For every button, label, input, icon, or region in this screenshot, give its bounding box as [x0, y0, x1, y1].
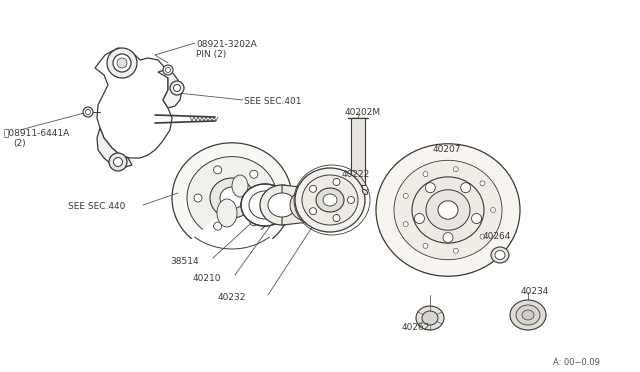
Ellipse shape	[295, 168, 365, 232]
Text: (2): (2)	[13, 139, 26, 148]
Ellipse shape	[426, 190, 470, 230]
Text: 40232: 40232	[218, 293, 246, 302]
Ellipse shape	[210, 178, 254, 218]
Text: 40234: 40234	[521, 287, 549, 296]
Circle shape	[423, 243, 428, 248]
Ellipse shape	[217, 199, 237, 227]
Circle shape	[117, 58, 127, 68]
Circle shape	[250, 218, 258, 226]
Ellipse shape	[299, 196, 321, 214]
Circle shape	[461, 183, 470, 193]
Circle shape	[113, 54, 131, 72]
Circle shape	[166, 67, 170, 73]
Circle shape	[453, 248, 458, 253]
Circle shape	[194, 194, 202, 202]
Ellipse shape	[394, 160, 502, 260]
Ellipse shape	[290, 188, 330, 222]
Circle shape	[173, 84, 180, 92]
Circle shape	[250, 170, 258, 178]
Text: 40202M: 40202M	[345, 108, 381, 117]
Circle shape	[453, 167, 458, 172]
Circle shape	[86, 109, 90, 115]
Ellipse shape	[376, 144, 520, 276]
Circle shape	[403, 193, 408, 198]
Circle shape	[423, 171, 428, 177]
Ellipse shape	[362, 189, 367, 195]
Ellipse shape	[422, 311, 438, 325]
Text: 08921-3202A: 08921-3202A	[196, 40, 257, 49]
Circle shape	[107, 48, 137, 78]
Text: 38514: 38514	[170, 257, 198, 266]
Circle shape	[403, 222, 408, 227]
Circle shape	[490, 208, 495, 212]
Ellipse shape	[516, 305, 540, 325]
Circle shape	[310, 208, 317, 215]
Ellipse shape	[510, 300, 546, 330]
Ellipse shape	[241, 184, 289, 226]
Circle shape	[109, 153, 127, 171]
Ellipse shape	[495, 250, 505, 260]
Ellipse shape	[172, 143, 292, 253]
Circle shape	[333, 179, 340, 185]
Text: SEE SEC.401: SEE SEC.401	[244, 97, 301, 106]
Circle shape	[170, 81, 184, 95]
Circle shape	[443, 232, 453, 243]
Text: 40222: 40222	[342, 170, 371, 179]
Ellipse shape	[491, 247, 509, 263]
Polygon shape	[282, 185, 310, 225]
Text: 40207: 40207	[433, 145, 461, 154]
Ellipse shape	[268, 193, 296, 217]
Polygon shape	[97, 128, 132, 168]
Ellipse shape	[522, 310, 534, 320]
Text: 40262: 40262	[402, 323, 430, 332]
Circle shape	[310, 185, 317, 192]
Text: 40210: 40210	[193, 274, 221, 283]
Circle shape	[113, 157, 122, 167]
Wedge shape	[184, 206, 280, 268]
Ellipse shape	[323, 194, 337, 206]
Ellipse shape	[187, 157, 277, 240]
Ellipse shape	[416, 306, 444, 330]
Circle shape	[480, 181, 485, 186]
Text: 40264: 40264	[483, 232, 511, 241]
Ellipse shape	[220, 187, 244, 209]
Circle shape	[83, 107, 93, 117]
Ellipse shape	[249, 191, 281, 219]
Circle shape	[426, 183, 435, 193]
Text: PIN (2): PIN (2)	[196, 50, 227, 59]
Text: A: 00−0.09: A: 00−0.09	[553, 358, 600, 367]
Circle shape	[472, 214, 481, 224]
Ellipse shape	[302, 175, 358, 225]
Circle shape	[214, 222, 221, 230]
Circle shape	[163, 65, 173, 75]
Polygon shape	[158, 70, 182, 108]
Text: ⓝ08911-6441A: ⓝ08911-6441A	[3, 128, 69, 137]
Circle shape	[480, 234, 485, 239]
Ellipse shape	[412, 177, 484, 243]
Ellipse shape	[316, 188, 344, 212]
Ellipse shape	[260, 185, 304, 225]
Circle shape	[348, 196, 355, 203]
Ellipse shape	[232, 175, 248, 197]
Polygon shape	[95, 48, 172, 158]
Circle shape	[333, 215, 340, 222]
Text: SEE SEC.440: SEE SEC.440	[68, 202, 125, 211]
Circle shape	[415, 214, 424, 224]
Circle shape	[214, 166, 221, 174]
Ellipse shape	[438, 201, 458, 219]
Polygon shape	[351, 118, 365, 185]
